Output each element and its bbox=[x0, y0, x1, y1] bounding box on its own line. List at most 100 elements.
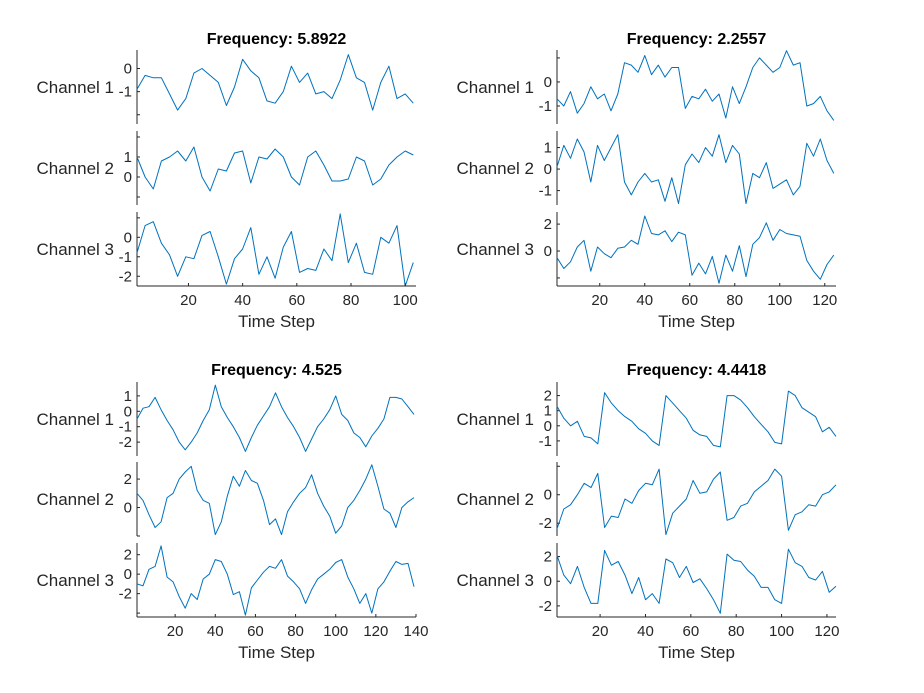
y-tick-label: 1 bbox=[544, 140, 552, 157]
x-tick-label: 100 bbox=[767, 292, 792, 309]
x-tick-label: 80 bbox=[343, 292, 360, 309]
channel-1-axes: 10-1-2 Channel 1 bbox=[36, 382, 415, 456]
y-tick-label: 0 bbox=[124, 566, 132, 583]
x-axis-label: Time Step bbox=[238, 312, 315, 331]
channel-3-series-line bbox=[136, 213, 414, 287]
channel-2-series-line bbox=[136, 146, 414, 192]
y-tick-label: 0 bbox=[544, 243, 552, 260]
channel-2-axes: 0 -2 Channel 2 bbox=[456, 462, 837, 536]
y-tick-label: 2 bbox=[544, 549, 552, 566]
x-tick-label: 100 bbox=[769, 623, 794, 640]
y-tick-label: 0 bbox=[124, 229, 132, 246]
x-tick-label: 120 bbox=[812, 292, 837, 309]
x-tick-label: 100 bbox=[323, 623, 348, 640]
y-tick-label: -2 bbox=[539, 515, 552, 532]
y-tick-label: 1 bbox=[124, 388, 132, 405]
channel-1-series-line bbox=[556, 390, 837, 448]
y-tick-label: 0 bbox=[544, 418, 552, 435]
subplot-title: Frequency: 5.8922 bbox=[207, 31, 347, 48]
channel-label: Channel 3 bbox=[456, 571, 534, 590]
x-tick-label: 20 bbox=[592, 623, 609, 640]
y-tick-label: -2 bbox=[539, 598, 552, 615]
channel-3-axes: 0 -1 -2 Channel 3 bbox=[36, 212, 414, 287]
x-tick-label: 80 bbox=[728, 623, 745, 640]
x-tick-label: 140 bbox=[403, 623, 428, 640]
channel-label: Channel 2 bbox=[36, 159, 114, 178]
y-tick-label: 0 bbox=[124, 403, 132, 420]
channel-3-axes: 2 0 -2 Channel 3 bbox=[36, 543, 415, 617]
y-tick-label: -2 bbox=[119, 434, 132, 451]
channel-1-axes: 0 -1 Channel 1 bbox=[456, 50, 835, 124]
y-tick-label: -1 bbox=[119, 249, 132, 266]
subplot-title: Frequency: 2.2557 bbox=[627, 31, 767, 48]
y-tick-label: 0 bbox=[124, 61, 132, 78]
channel-label: Channel 1 bbox=[456, 410, 534, 429]
x-tick-label: 20 bbox=[167, 623, 184, 640]
channel-label: Channel 2 bbox=[456, 490, 534, 509]
y-tick-label: 0 bbox=[544, 573, 552, 590]
y-tick-label: 1 bbox=[544, 403, 552, 420]
channel-label: Channel 3 bbox=[36, 571, 114, 590]
channel-1-axes: 0 -1 Channel 1 bbox=[36, 50, 414, 124]
channel-label: Channel 1 bbox=[36, 78, 114, 97]
channel-label: Channel 1 bbox=[36, 410, 114, 429]
y-tick-label: 1 bbox=[124, 149, 132, 166]
x-tick-label: 60 bbox=[682, 623, 699, 640]
channel-label: Channel 3 bbox=[456, 240, 534, 259]
x-tick-label: 20 bbox=[180, 292, 197, 309]
channel-2-axes: 2 0 Channel 2 bbox=[36, 462, 415, 537]
y-tick-label: 0 bbox=[544, 74, 552, 91]
channel-1-axes: 210-1 Channel 1 bbox=[456, 382, 837, 456]
x-tick-label: 40 bbox=[234, 292, 251, 309]
y-tick-label: 2 bbox=[124, 471, 132, 488]
y-tick-label: -2 bbox=[119, 268, 132, 285]
y-tick-label: 0 bbox=[124, 500, 132, 517]
y-tick-label: -1 bbox=[539, 98, 552, 115]
x-tick-label: 60 bbox=[247, 623, 264, 640]
x-tick-label: 40 bbox=[636, 292, 653, 309]
y-tick-label: 2 bbox=[544, 388, 552, 405]
channel-3-axes: 2 0 Channel 3 bbox=[456, 212, 835, 286]
y-tick-label: -1 bbox=[119, 419, 132, 436]
channel-1-series-line bbox=[556, 50, 835, 121]
y-tick-label: -1 bbox=[539, 183, 552, 200]
channel-2-series-line bbox=[136, 464, 415, 536]
channel-label: Channel 2 bbox=[36, 490, 114, 509]
y-tick-label: 0 bbox=[544, 161, 552, 178]
channel-3-series-line bbox=[556, 548, 837, 614]
x-tick-label: 80 bbox=[287, 623, 304, 640]
y-tick-label: 0 bbox=[124, 169, 132, 186]
channel-3-axes: 2 0 -2 Channel 3 bbox=[456, 543, 837, 617]
channel-3-series-line bbox=[136, 545, 415, 616]
x-tick-label: 40 bbox=[637, 623, 654, 640]
channel-2-series-line bbox=[556, 134, 835, 204]
subplot-title: Frequency: 4.4418 bbox=[627, 362, 767, 379]
x-tick-label: 80 bbox=[726, 292, 743, 309]
channel-1-series-line bbox=[136, 54, 414, 111]
channel-3-series-line bbox=[556, 215, 835, 284]
channel-2-series-line bbox=[556, 468, 837, 536]
y-tick-label: 2 bbox=[544, 216, 552, 233]
subplot-title: Frequency: 4.525 bbox=[211, 362, 342, 379]
y-tick-label: 0 bbox=[544, 487, 552, 504]
channel-1-series-line bbox=[136, 384, 415, 452]
channel-2-axes: 1 0 Channel 2 bbox=[36, 131, 414, 205]
subplot-2: Frequency: 2.2557 0 -1 Channel 1 1 0 -1 Channel… bbox=[456, 31, 837, 331]
y-tick-label: -1 bbox=[539, 433, 552, 450]
x-tick-label: 20 bbox=[591, 292, 608, 309]
x-axis-label: Time Step bbox=[658, 643, 735, 662]
x-tick-label: 60 bbox=[288, 292, 305, 309]
y-tick-label: -2 bbox=[119, 586, 132, 603]
x-tick-label: 100 bbox=[393, 292, 418, 309]
x-tick-label: 60 bbox=[681, 292, 698, 309]
x-tick-label: 120 bbox=[363, 623, 388, 640]
subplot-1: Frequency: 5.8922 0 -1 Channel 1 1 0 Channel 2… bbox=[36, 31, 417, 331]
channel-label: Channel 1 bbox=[456, 78, 534, 97]
channel-label: Channel 2 bbox=[456, 159, 534, 178]
x-axis-label: Time Step bbox=[658, 312, 735, 331]
x-axis-label: Time Step bbox=[238, 643, 315, 662]
channel-2-axes: 1 0 -1 Channel 2 bbox=[456, 131, 835, 205]
x-tick-label: 120 bbox=[814, 623, 839, 640]
